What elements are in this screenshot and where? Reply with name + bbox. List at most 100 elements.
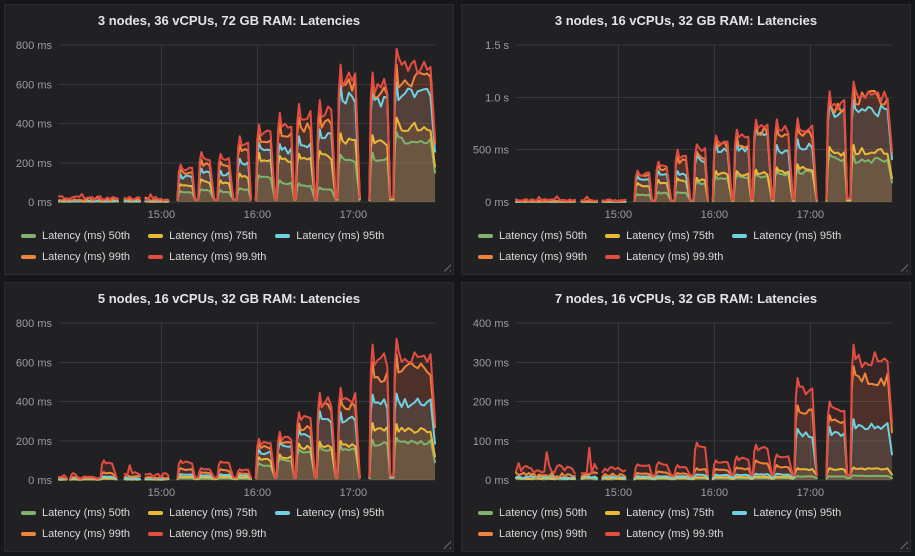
legend-item-p50[interactable]: Latency (ms) 50th — [21, 226, 130, 246]
svg-text:500 ms: 500 ms — [473, 145, 510, 157]
legend-item-p95[interactable]: Latency (ms) 95th — [732, 503, 841, 523]
series-color-dash — [21, 511, 36, 515]
legend-item-p50[interactable]: Latency (ms) 50th — [21, 503, 130, 523]
svg-text:15:00: 15:00 — [148, 487, 176, 499]
series-color-dash — [605, 511, 621, 515]
svg-text:0 ms: 0 ms — [485, 197, 509, 209]
legend-label: Latency (ms) 50th — [42, 507, 131, 519]
series-color-dash — [148, 254, 164, 259]
legend-label: Latency (ms) 75th — [169, 229, 258, 242]
legend: Latency (ms) 50th Latency (ms) 75th Late… — [13, 224, 445, 270]
series-color-dash — [275, 511, 291, 515]
svg-text:100 ms: 100 ms — [473, 435, 510, 447]
panel-resize-handle[interactable] — [899, 262, 908, 272]
panel-5-nodes-16-vcpus: 5 nodes, 16 vCPUs, 32 GB RAM: Latencies … — [4, 281, 454, 552]
legend-label: Latency (ms) 95th — [753, 229, 842, 242]
panel-3-nodes-16-vcpus: 3 nodes, 16 vCPUs, 32 GB RAM: Latencies … — [461, 4, 911, 275]
legend-label: Latency (ms) 95th — [753, 507, 842, 519]
svg-text:400 ms: 400 ms — [16, 396, 53, 408]
legend-label: Latency (ms) 95th — [296, 507, 385, 519]
series-color-dash — [478, 532, 493, 536]
svg-text:0 ms: 0 ms — [28, 197, 52, 209]
svg-text:300 ms: 300 ms — [473, 357, 510, 369]
series-color-dash — [275, 233, 291, 238]
series-color-dash — [478, 511, 493, 515]
legend-label: Latency (ms) 99th — [42, 250, 131, 263]
latency-graph[interactable]: 0 ms 500 ms 1.0 s 1.5 s 15:00 16:00 17:00 — [470, 35, 902, 224]
panel-resize-handle[interactable] — [442, 262, 451, 272]
legend-label: Latency (ms) 75th — [169, 507, 258, 519]
svg-text:17:00: 17:00 — [340, 487, 368, 499]
legend: Latency (ms) 50th Latency (ms) 75th Late… — [470, 224, 902, 270]
legend-item-p50[interactable]: Latency (ms) 50th — [478, 226, 587, 246]
svg-text:0 ms: 0 ms — [28, 475, 52, 487]
svg-text:400 ms: 400 ms — [16, 119, 53, 131]
panel-title[interactable]: 3 nodes, 36 vCPUs, 72 GB RAM: Latencies — [97, 13, 361, 28]
series-color-dash — [732, 233, 748, 238]
legend-item-p99[interactable]: Latency (ms) 99th — [478, 524, 587, 544]
series-color-dash — [478, 233, 493, 238]
legend-item-p99[interactable]: Latency (ms) 99th — [21, 524, 130, 544]
svg-text:17:00: 17:00 — [797, 209, 825, 221]
series-color-dash — [21, 254, 36, 259]
legend-item-p99[interactable]: Latency (ms) 99th — [21, 247, 130, 267]
svg-text:1.5 s: 1.5 s — [485, 40, 509, 52]
svg-text:200 ms: 200 ms — [16, 435, 53, 447]
legend-item-p95[interactable]: Latency (ms) 95th — [732, 226, 841, 246]
svg-text:17:00: 17:00 — [797, 487, 825, 499]
legend-label: Latency (ms) 99.9th — [169, 528, 267, 540]
svg-text:0 ms: 0 ms — [485, 475, 509, 487]
series-color-dash — [478, 254, 493, 259]
series-color-dash — [605, 254, 621, 259]
svg-text:16:00: 16:00 — [244, 209, 272, 221]
series-color-dash — [21, 532, 36, 536]
series-color-dash — [605, 532, 621, 536]
panel-title[interactable]: 5 nodes, 16 vCPUs, 32 GB RAM: Latencies — [97, 290, 361, 306]
legend-item-p999[interactable]: Latency (ms) 99.9th — [148, 247, 266, 267]
series-color-dash — [148, 233, 164, 238]
series-color-dash — [732, 511, 748, 515]
latency-graph[interactable]: 0 ms 200 ms 400 ms 600 ms 800 ms 15:00 16:00 17… — [13, 35, 445, 224]
panel-3-nodes-36-vcpus: 3 nodes, 36 vCPUs, 72 GB RAM: Latencies … — [4, 4, 454, 275]
panel-title[interactable]: 3 nodes, 16 vCPUs, 32 GB RAM: Latencies — [554, 13, 818, 28]
svg-text:16:00: 16:00 — [701, 487, 729, 499]
legend-item-p50[interactable]: Latency (ms) 50th — [478, 503, 587, 523]
legend-label: Latency (ms) 50th — [499, 507, 588, 519]
panel-resize-handle[interactable] — [442, 540, 451, 549]
latency-graph[interactable]: 0 ms 100 ms 200 ms 300 ms 400 ms 15:00 16:00 17… — [470, 313, 902, 502]
legend-label: Latency (ms) 99.9th — [626, 528, 724, 540]
legend-item-p999[interactable]: Latency (ms) 99.9th — [605, 524, 723, 544]
svg-text:600 ms: 600 ms — [16, 357, 53, 369]
legend-item-p75[interactable]: Latency (ms) 75th — [148, 226, 257, 246]
legend-label: Latency (ms) 99.9th — [626, 250, 724, 263]
legend-item-p95[interactable]: Latency (ms) 95th — [275, 226, 384, 246]
legend-item-p95[interactable]: Latency (ms) 95th — [275, 503, 384, 523]
legend-label: Latency (ms) 99.9th — [169, 250, 267, 263]
svg-text:15:00: 15:00 — [148, 209, 176, 221]
legend-label: Latency (ms) 99th — [499, 250, 588, 263]
latency-graph[interactable]: 0 ms 200 ms 400 ms 600 ms 800 ms 15:00 16:00 17… — [13, 313, 445, 502]
svg-text:16:00: 16:00 — [244, 487, 272, 499]
svg-text:800 ms: 800 ms — [16, 318, 53, 330]
panel-resize-handle[interactable] — [899, 540, 908, 549]
legend: Latency (ms) 50th Latency (ms) 75th Late… — [470, 501, 902, 547]
legend-item-p75[interactable]: Latency (ms) 75th — [605, 503, 714, 523]
legend-item-p999[interactable]: Latency (ms) 99.9th — [605, 247, 723, 267]
panel-title[interactable]: 7 nodes, 16 vCPUs, 32 GB RAM: Latencies — [554, 290, 818, 306]
legend-label: Latency (ms) 99th — [499, 528, 588, 540]
svg-text:600 ms: 600 ms — [16, 79, 53, 91]
svg-text:15:00: 15:00 — [605, 209, 633, 221]
legend-label: Latency (ms) 95th — [296, 229, 385, 242]
svg-text:1.0 s: 1.0 s — [485, 92, 509, 104]
series-color-dash — [148, 532, 164, 536]
series-color-dash — [21, 233, 36, 238]
legend-item-p75[interactable]: Latency (ms) 75th — [148, 503, 257, 523]
legend-label: Latency (ms) 75th — [626, 229, 715, 242]
legend-item-p999[interactable]: Latency (ms) 99.9th — [148, 524, 266, 544]
legend-item-p99[interactable]: Latency (ms) 99th — [478, 247, 587, 267]
legend-item-p75[interactable]: Latency (ms) 75th — [605, 226, 714, 246]
series-color-dash — [148, 511, 164, 515]
svg-text:200 ms: 200 ms — [16, 158, 53, 170]
svg-text:15:00: 15:00 — [605, 487, 633, 499]
